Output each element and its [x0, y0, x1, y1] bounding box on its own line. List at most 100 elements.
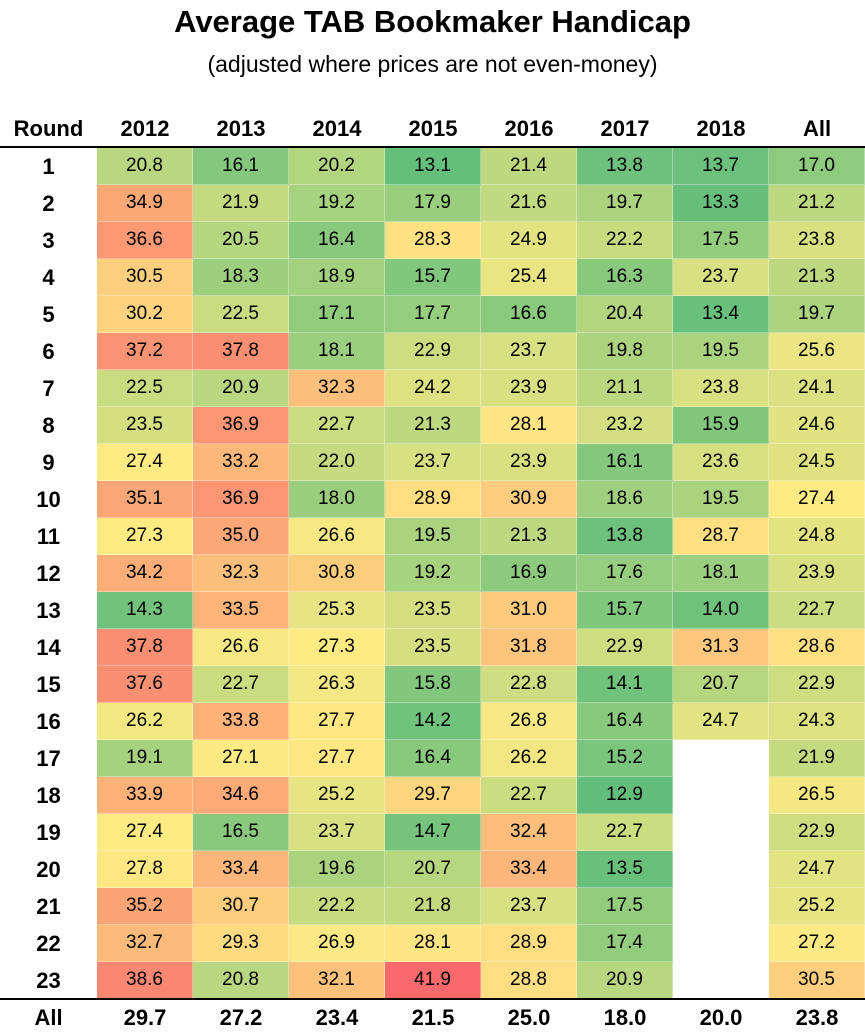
heatmap-cell: 20.9 — [577, 962, 673, 999]
row-label: 16 — [36, 708, 61, 734]
heatmap-cell: 22.7 — [577, 814, 673, 851]
heatmap-cell: 18.3 — [193, 259, 289, 296]
heatmap-cell: 37.8 — [97, 629, 193, 666]
heatmap-cell: 26.8 — [481, 703, 577, 740]
heatmap-cell: 21.2 — [769, 185, 865, 222]
row-label: 15 — [36, 671, 61, 697]
heatmap-cell: 25.2 — [289, 777, 385, 814]
heatmap-cell: 13.3 — [673, 185, 769, 222]
heatmap-cell: 33.8 — [193, 703, 289, 740]
heatmap-cell: 20.2 — [289, 148, 385, 185]
heatmap-cell: 21.3 — [385, 407, 481, 444]
heatmap-cell: 33.5 — [193, 592, 289, 629]
row-label: 1 — [42, 153, 55, 179]
heatmap-cell: 23.5 — [385, 592, 481, 629]
heatmap-cell: 21.3 — [481, 518, 577, 555]
row-label: 19 — [36, 819, 61, 845]
heatmap-cell: 20.5 — [193, 222, 289, 259]
heatmap-cell: 25.2 — [769, 888, 865, 925]
heatmap-cell: 17.0 — [769, 148, 865, 185]
column-header: 2013 — [216, 116, 266, 141]
heatmap-cell: 33.4 — [193, 851, 289, 888]
heatmap-cell: 24.7 — [769, 851, 865, 888]
heatmap-cell: 38.6 — [97, 962, 193, 999]
row-label: 21 — [36, 893, 61, 919]
heatmap-cell: 13.7 — [673, 148, 769, 185]
heatmap-cell: 35.1 — [97, 481, 193, 518]
heatmap-cell: 22.9 — [769, 666, 865, 703]
heatmap-cell: 22.5 — [193, 296, 289, 333]
row-label: 7 — [42, 375, 55, 401]
heatmap-cell: 14.7 — [385, 814, 481, 851]
total-cell: 21.5 — [411, 1004, 455, 1030]
heatmap-cell: 23.8 — [673, 370, 769, 407]
row-label: 17 — [36, 745, 61, 771]
row-label: 2 — [42, 190, 55, 216]
heatmap-cell: 19.5 — [673, 333, 769, 370]
heatmap-cell: 18.6 — [577, 481, 673, 518]
heatmap-cell: 18.1 — [289, 333, 385, 370]
heatmap-cell: 18.1 — [673, 555, 769, 592]
heatmap-cell: 16.6 — [481, 296, 577, 333]
heatmap-cell: 15.8 — [385, 666, 481, 703]
heatmap-cell: 28.8 — [481, 962, 577, 999]
heatmap-cell: 19.8 — [577, 333, 673, 370]
heatmap-cell: 28.7 — [673, 518, 769, 555]
heatmap-cell: 18.9 — [289, 259, 385, 296]
heatmap-cell: 19.1 — [97, 740, 193, 777]
heatmap-cell: 23.6 — [673, 444, 769, 481]
heatmap-cell: 32.7 — [97, 925, 193, 962]
heatmap-cell: 22.5 — [97, 370, 193, 407]
heatmap-cell: 17.7 — [385, 296, 481, 333]
heatmap-cell: 16.4 — [577, 703, 673, 740]
heatmap-cell: 36.9 — [193, 481, 289, 518]
heatmap-cell: 33.9 — [97, 777, 193, 814]
heatmap-cell: 19.5 — [385, 518, 481, 555]
column-header: 2015 — [408, 116, 458, 141]
heatmap-cell: 22.2 — [577, 222, 673, 259]
heatmap-cell: 37.2 — [97, 333, 193, 370]
heatmap-cell: 23.9 — [481, 444, 577, 481]
heatmap-cell: 34.9 — [97, 185, 193, 222]
heatmap-cell: 26.6 — [193, 629, 289, 666]
column-header: All — [802, 116, 832, 141]
heatmap-cell: 27.7 — [289, 703, 385, 740]
heatmap-cell: 14.2 — [385, 703, 481, 740]
total-cell: 20.0 — [699, 1004, 743, 1030]
heatmap-cell: 15.9 — [673, 407, 769, 444]
heatmap-cell: 26.2 — [481, 740, 577, 777]
heatmap-cell: 30.2 — [97, 296, 193, 333]
heatmap-cell: 15.2 — [577, 740, 673, 777]
column-header: 2014 — [312, 116, 362, 141]
heatmap-cell: 30.7 — [193, 888, 289, 925]
chart-title: Average TAB Bookmaker Handicap — [174, 4, 691, 39]
row-header-label: Round — [13, 116, 84, 141]
heatmap-cell: 30.9 — [481, 481, 577, 518]
heatmap-cell: 14.3 — [97, 592, 193, 629]
heatmap-cell: 29.7 — [385, 777, 481, 814]
total-cell: 29.7 — [123, 1004, 167, 1030]
heatmap-cell: 28.1 — [481, 407, 577, 444]
total-cell: 23.4 — [315, 1004, 359, 1030]
heatmap-cell: 24.9 — [481, 222, 577, 259]
row-label: 18 — [36, 782, 61, 808]
heatmap-cell: 22.2 — [289, 888, 385, 925]
heatmap-cell: 13.8 — [577, 148, 673, 185]
heatmap-cell: 16.9 — [481, 555, 577, 592]
heatmap-cell: 30.8 — [289, 555, 385, 592]
row-label: 10 — [36, 486, 61, 512]
heatmap-cell: 15.7 — [385, 259, 481, 296]
heatmap-cell: 23.9 — [769, 555, 865, 592]
row-label: 13 — [36, 597, 61, 623]
heatmap-cell: 24.6 — [769, 407, 865, 444]
heatmap-cell: 17.4 — [577, 925, 673, 962]
heatmap-cell: 26.2 — [97, 703, 193, 740]
heatmap-cell: 28.1 — [385, 925, 481, 962]
heatmap-cell: 34.2 — [97, 555, 193, 592]
heatmap-cell: 13.1 — [385, 148, 481, 185]
heatmap-cell: 30.5 — [97, 259, 193, 296]
chart-subtitle: (adjusted where prices are not even-mone… — [207, 51, 658, 77]
row-label: 20 — [36, 856, 61, 882]
heatmap-cell: 24.2 — [385, 370, 481, 407]
heatmap-cell: 14.0 — [673, 592, 769, 629]
